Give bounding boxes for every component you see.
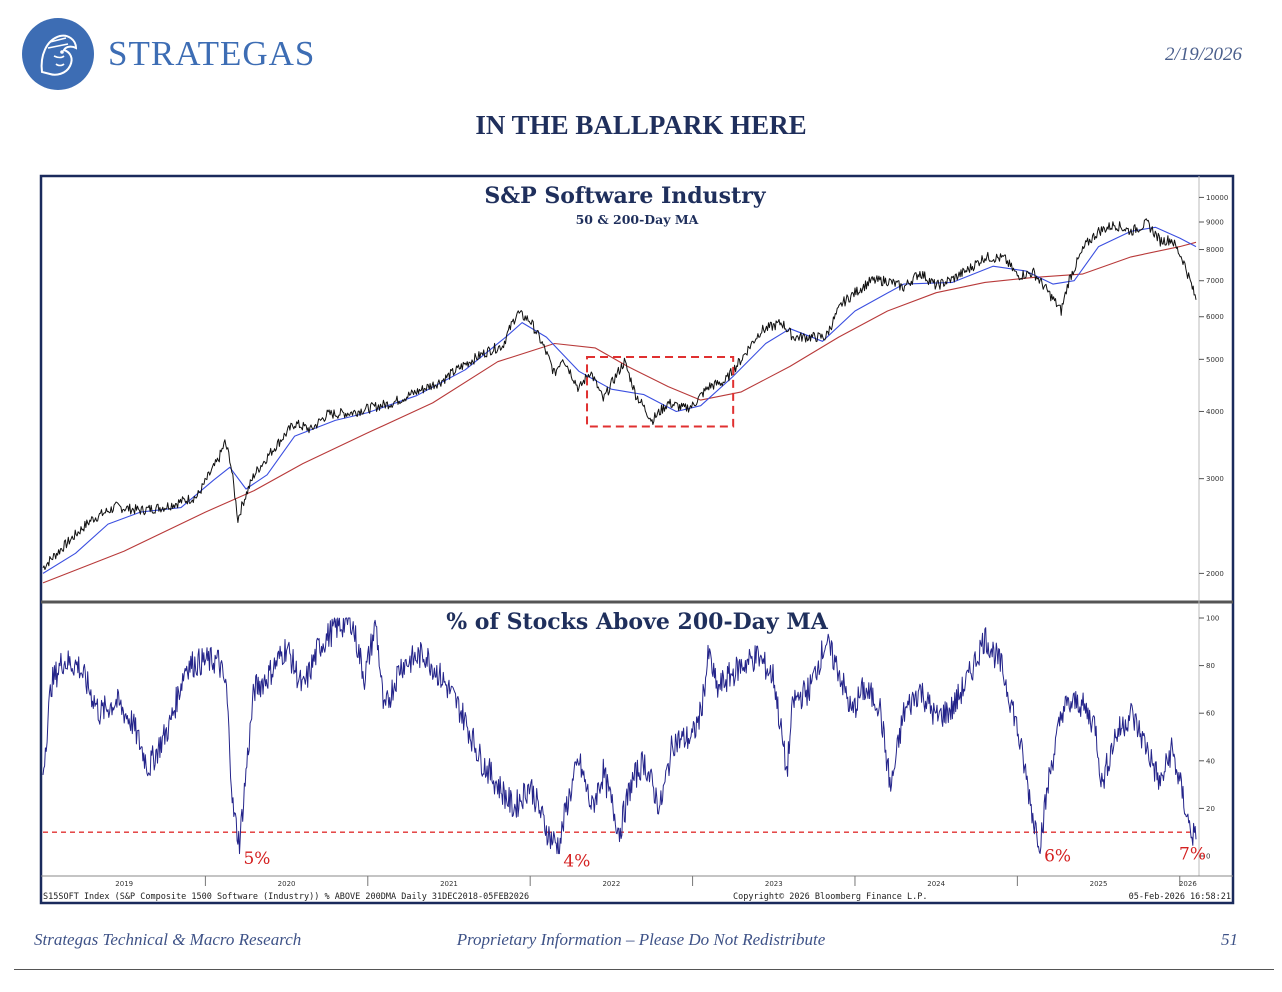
footer-divider: [14, 969, 1274, 970]
lower-chart-title: % of Stocks Above 200-Day MA: [446, 609, 829, 635]
page-number: 51: [1221, 930, 1238, 949]
x-tick-label: 2021: [440, 880, 458, 888]
lower-y-tick-label: 20: [1206, 805, 1215, 813]
lower-y-tick-label: 40: [1206, 757, 1215, 765]
upper-y-tick-label: 6000: [1206, 313, 1224, 321]
brand-name: STRATEGAS: [108, 34, 316, 73]
lower-y-tick-label: 0: [1206, 853, 1210, 861]
upper-y-tick-label: 7000: [1206, 277, 1224, 285]
timestamp-text: 05-Feb-2026 16:58:21: [1129, 892, 1231, 902]
highlight-box: [586, 356, 735, 428]
upper-y-tick-label: 2000: [1206, 570, 1224, 578]
brand-logo-icon: [22, 18, 94, 90]
slide-title: IN THE BALLPARK HERE: [475, 110, 807, 140]
lower-panel: % of Stocks Above 200-Day MA 0 20 40 60 80 10…: [42, 609, 1219, 871]
upper-y-tick-label: 8000: [1206, 246, 1224, 254]
copyright-text: Copyright© 2026 Bloomberg Finance L.P.: [733, 892, 927, 902]
series-line-ma50: [42, 226, 1197, 574]
series-line-ma200: [42, 241, 1197, 584]
lower-y-tick-label: 80: [1206, 662, 1215, 670]
annotations-group: 5% 4% 6% 7%: [243, 844, 1206, 871]
x-tick-label: 2020: [278, 880, 296, 888]
x-tick-label: 2026: [1179, 880, 1197, 888]
upper-series-group: [42, 218, 1197, 584]
source-text: S15SOFT Index (S&P Composite 1500 Softwa…: [43, 892, 529, 902]
upper-y-tick-label: 9000: [1206, 219, 1224, 227]
upper-chart-title: S&P Software Industry: [484, 183, 766, 209]
x-tick-label: 2022: [602, 880, 620, 888]
footer-left-text: Strategas Technical & Macro Research: [34, 930, 302, 949]
x-tick-label: 2025: [1090, 880, 1108, 888]
x-tick-label: 2019: [115, 880, 133, 888]
x-tick-label: 2023: [765, 880, 783, 888]
annotation-label: 7%: [1179, 844, 1206, 864]
upper-y-axis: 2000 3000 4000 5000 6000 7000 8000 9000 10000: [1199, 194, 1228, 578]
lower-y-tick-label: 100: [1206, 615, 1219, 623]
upper-chart-subtitle: 50 & 200-Day MA: [576, 212, 699, 227]
chart-frame: [39, 174, 1235, 905]
report-date: 2/19/2026: [1164, 44, 1242, 65]
lower-y-tick-label: 60: [1206, 710, 1215, 718]
upper-panel: S&P Software Industry 50 & 200-Day MA 20…: [42, 183, 1228, 584]
footer-center-text: Proprietary Information – Please Do Not …: [456, 930, 826, 949]
annotation-label: 5%: [243, 849, 270, 869]
lower-y-axis: 0 20 40 60 80 100: [1199, 615, 1219, 861]
upper-y-tick-label: 10000: [1206, 194, 1228, 202]
x-axis: 2019 2020 2021 2022 2023 2024 2025 2026: [115, 876, 1197, 888]
upper-y-tick-label: 3000: [1206, 475, 1224, 483]
x-tick-label: 2024: [927, 880, 945, 888]
series-line-breadth: [42, 617, 1197, 855]
annotation-label: 4%: [563, 851, 590, 871]
series-line-price: [42, 218, 1197, 570]
upper-y-tick-label: 4000: [1206, 408, 1224, 416]
annotation-label: 6%: [1044, 847, 1071, 867]
upper-y-tick-label: 5000: [1206, 356, 1224, 364]
lower-series-group: [42, 617, 1197, 855]
